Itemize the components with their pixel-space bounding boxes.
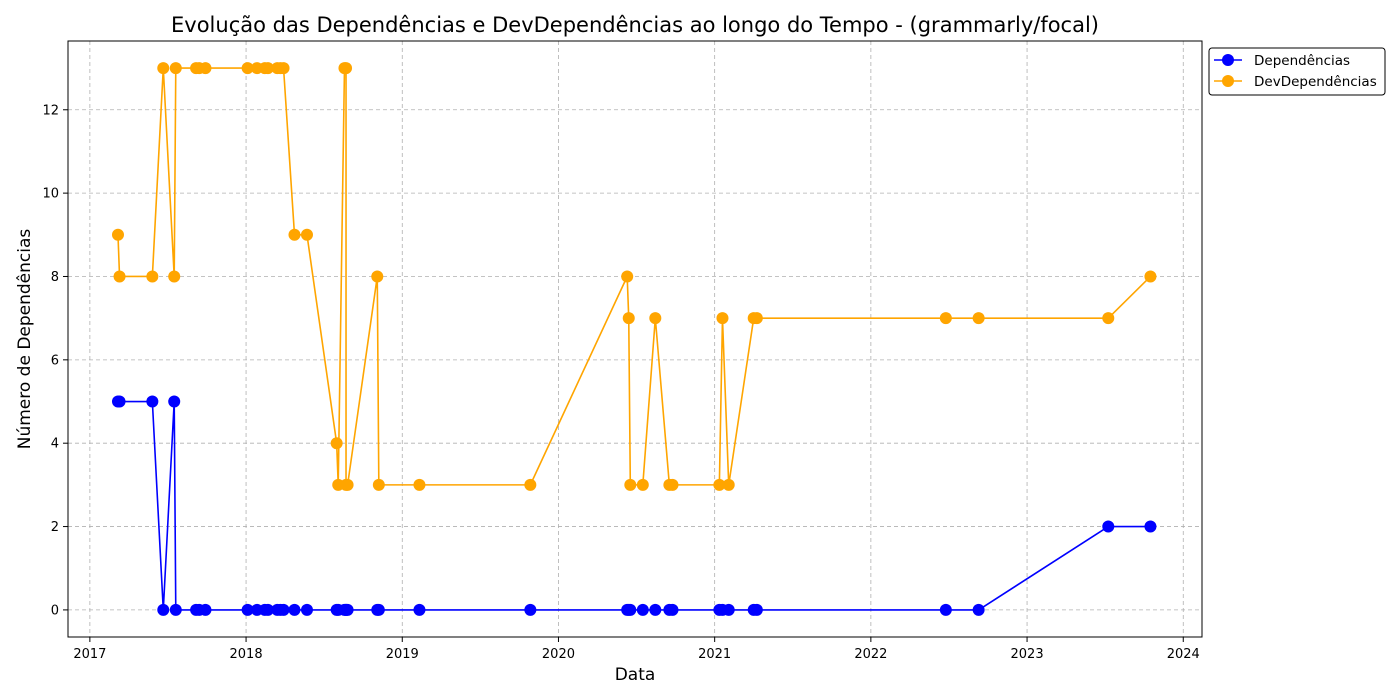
data-point-devdependencias [722, 478, 735, 491]
y-tick-label: 6 [51, 353, 59, 368]
data-point-devdependencias [169, 62, 182, 75]
y-tick-label: 12 [42, 103, 59, 118]
data-point-devdependencias [621, 270, 634, 283]
data-point-dependencias [524, 603, 537, 616]
x-tick-label: 2020 [542, 647, 575, 662]
y-tick-label: 10 [42, 187, 59, 202]
data-point-devdependencias [113, 270, 126, 283]
data-point-dependencias [649, 603, 662, 616]
legend: Dependências DevDependências [1208, 47, 1386, 96]
y-tick-label: 8 [51, 270, 59, 285]
data-point-devdependencias [157, 62, 170, 75]
plot-frame [67, 40, 1203, 638]
data-point-devdependencias [146, 270, 159, 283]
data-point-devdependencias [371, 270, 384, 283]
data-point-devdependencias [330, 437, 343, 450]
x-tick-label: 2018 [230, 647, 263, 662]
data-point-dependencias [199, 603, 212, 616]
x-axis-label: Data [615, 665, 656, 685]
data-point-devdependencias [111, 228, 124, 241]
data-point-devdependencias [524, 478, 537, 491]
data-point-devdependencias [622, 312, 635, 325]
data-point-devdependencias [972, 312, 985, 325]
legend-marker-dependencias [1222, 54, 1234, 66]
data-point-devdependencias [939, 312, 952, 325]
data-point-dependencias [157, 603, 170, 616]
grid [68, 41, 1202, 637]
y-tick-label: 4 [51, 437, 59, 452]
data-point-devdependencias [636, 478, 649, 491]
data-point-dependencias [939, 603, 952, 616]
x-tick-label: 2017 [73, 647, 106, 662]
data-point-dependencias [300, 603, 313, 616]
data-point-devdependencias [277, 62, 290, 75]
data-point-dependencias [288, 603, 301, 616]
y-tick-label: 2 [51, 520, 59, 535]
data-point-dependencias [277, 603, 290, 616]
x-tick-label: 2019 [386, 647, 419, 662]
data-point-devdependencias [300, 228, 313, 241]
data-point-dependencias [636, 603, 649, 616]
data-point-dependencias [1102, 520, 1115, 533]
legend-box [1208, 47, 1386, 96]
data-point-dependencias [666, 603, 679, 616]
data-point-devdependencias [261, 62, 274, 75]
data-point-devdependencias [716, 312, 729, 325]
data-point-devdependencias [666, 478, 679, 491]
series-layer [111, 62, 1157, 616]
data-point-devdependencias [413, 478, 426, 491]
y-axis-label: Número de Dependências [15, 229, 35, 450]
data-point-devdependencias [341, 478, 354, 491]
data-point-devdependencias [168, 270, 181, 283]
data-point-dependencias [1144, 520, 1157, 533]
data-point-devdependencias [1144, 270, 1157, 283]
ticks: 2017 2018 2019 2020 2021 2022 2023 2024 0 2 4 6 8 10 1… [42, 103, 1199, 662]
data-point-dependencias [113, 395, 126, 408]
data-point-devdependencias [372, 478, 385, 491]
data-point-dependencias [750, 603, 763, 616]
data-point-dependencias [341, 603, 354, 616]
series-line-dependencias [117, 400, 1151, 611]
data-point-dependencias [169, 603, 182, 616]
data-point-devdependencias [241, 62, 254, 75]
data-point-dependencias [168, 395, 181, 408]
data-point-dependencias [261, 603, 274, 616]
y-tick-label: 0 [51, 603, 59, 618]
x-tick-label: 2021 [698, 647, 731, 662]
data-point-dependencias [413, 603, 426, 616]
data-point-dependencias [241, 603, 254, 616]
chart-title: Evolução das Dependências e DevDependênc… [171, 13, 1099, 37]
data-point-devdependencias [340, 62, 353, 75]
data-point-devdependencias [649, 312, 662, 325]
x-tick-label: 2022 [854, 647, 887, 662]
data-point-devdependencias [750, 312, 763, 325]
data-point-dependencias [972, 603, 985, 616]
data-point-dependencias [624, 603, 637, 616]
data-point-dependencias [146, 395, 159, 408]
data-point-devdependencias [199, 62, 212, 75]
data-point-devdependencias [713, 478, 726, 491]
legend-label-dependencias: Dependências [1254, 53, 1350, 69]
x-tick-label: 2023 [1011, 647, 1044, 662]
legend-label-devdependencias: DevDependências [1254, 74, 1377, 90]
data-point-devdependencias [1102, 312, 1115, 325]
data-point-dependencias [372, 603, 385, 616]
data-point-devdependencias [624, 478, 637, 491]
data-point-devdependencias [288, 228, 301, 241]
legend-marker-devdependencias [1222, 75, 1234, 87]
data-point-dependencias [722, 603, 735, 616]
x-tick-label: 2024 [1167, 647, 1200, 662]
